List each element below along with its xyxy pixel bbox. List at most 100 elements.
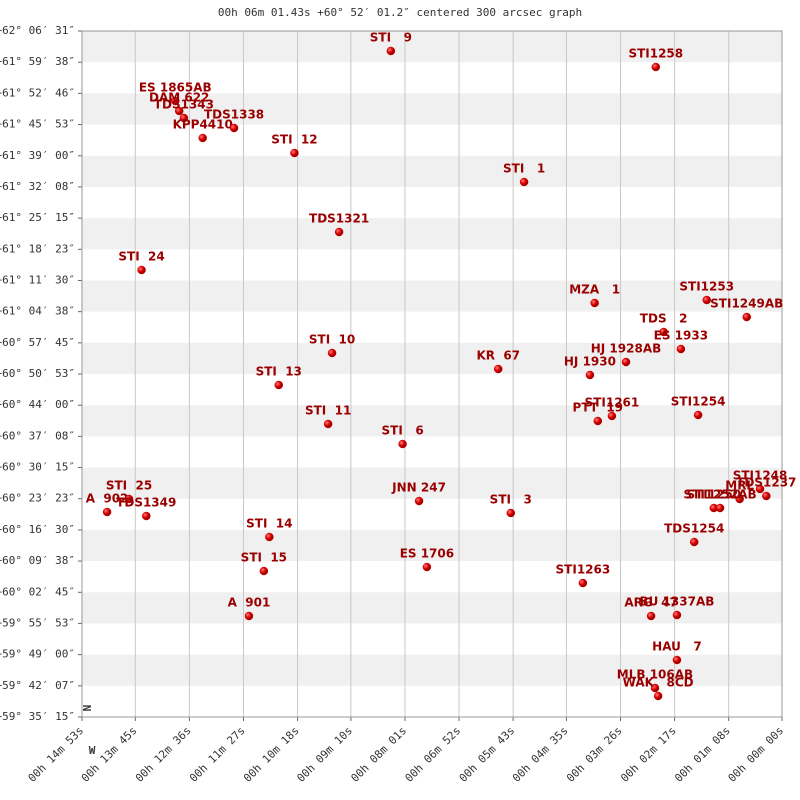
grid-band [82,280,782,312]
star-label: STI 15 [241,551,287,565]
star-label: STI 13 [256,365,302,379]
star-marker [137,265,146,275]
star-marker [702,295,711,305]
star-label: TDS1338 [204,108,264,122]
star-marker [651,62,661,72]
star-label: STI1249AB [710,297,783,311]
star-marker [646,611,656,621]
grid-band [82,93,782,125]
x-tick-label: 00h 03m 26s [564,724,625,785]
star-marker [493,364,503,374]
star-label: STI 24 [118,249,164,263]
star-label: DAM 622 [149,90,209,104]
star-marker [593,416,603,426]
star-label: JNN 247 [391,481,446,495]
star-label: TDS 2 [640,312,688,326]
star-marker [414,496,424,506]
star-marker [650,683,660,693]
star-label: WAK 8CD [623,675,694,689]
star-marker [179,113,189,123]
y-tick-label: +59° 42′ 07″ [0,679,75,692]
star-marker [244,611,254,621]
grid-band [82,654,782,686]
star-marker [755,484,765,494]
star-label: HJ 1928AB [591,342,662,356]
star-marker [653,691,663,701]
y-tick-label: +61° 25′ 15″ [0,211,75,224]
x-tick-label: 00h 01m 08s [672,724,733,785]
y-tick-label: +60° 02′ 45″ [0,585,75,598]
grid-band [82,342,782,374]
compass-west: W [89,744,96,757]
y-tick-label: +60° 09′ 38″ [0,554,75,567]
y-tick-label: +59° 55′ 53″ [0,616,75,629]
y-tick-label: +60° 16′ 30″ [0,523,75,536]
star-label: STI 12 [271,133,317,147]
star-marker [265,532,274,542]
star-label: ARG 47 [624,595,677,609]
star-label: TDS1349 [116,495,176,509]
y-tick-label: +61° 59′ 38″ [0,55,75,68]
star-marker [715,503,725,513]
star-marker [689,537,699,547]
star-marker [229,123,239,133]
y-tick-label: +60° 37′ 08″ [0,429,75,442]
star-label: STI 3 [490,493,532,507]
y-tick-label: +59° 35′ 15″ [0,710,75,723]
star-label: STI1263 [556,563,611,577]
star-marker [323,419,333,429]
star-label: STI 14 [246,517,292,531]
y-tick-label: +60° 23′ 23″ [0,492,75,505]
star-label: STI1253 [679,280,734,294]
x-tick-label: 00h 12m 36s [133,724,194,785]
star-label: MZA 1 [569,282,620,296]
x-tick-label: 00h 02m 17s [618,724,679,785]
star-marker [398,439,407,449]
chart-title: 00h 06m 01.43s +60° 52′ 01.2″ centered 3… [218,6,582,19]
star-marker [386,46,396,56]
star-label: TDS1254 [664,522,724,536]
grid-band [82,405,782,437]
star-label: STI 9 [370,30,412,44]
x-tick-label: 00h 11m 27s [187,724,248,785]
star-label: STI1261 [585,395,640,409]
star-marker [142,511,151,521]
star-label: STI1252AB [684,487,757,501]
y-tick-label: +59° 49′ 00″ [0,648,75,661]
x-tick-label: 00h 04m 35s [510,724,571,785]
star-marker [198,133,207,143]
star-label: STI 11 [305,403,351,417]
star-marker [621,357,631,367]
x-tick-label: 00h 00m 00s [726,724,787,785]
star-marker [171,96,180,106]
y-tick-label: +61° 04′ 38″ [0,305,75,318]
x-tick-label: 00h 06m 52s [403,724,464,785]
star-marker [327,348,337,358]
star-label: STI 10 [309,333,355,347]
star-marker [174,106,184,116]
x-tick-label: 00h 14m 53s [26,724,87,785]
star-marker [259,566,269,576]
star-label: STI1248 [733,469,788,483]
star-label: STI 1 [503,161,545,175]
star-marker [102,507,112,517]
star-label: STI1254 [671,394,726,408]
star-marker [124,494,134,504]
star-marker [585,370,595,380]
star-label: HAU 7 [652,639,702,653]
star-label: HJ 1930 [564,354,616,368]
star-marker [590,298,599,308]
star-label: ES 1865AB [139,81,212,95]
grid-band [82,31,782,63]
star-marker [742,312,751,322]
star-marker [762,491,771,501]
star-marker [290,148,299,158]
x-tick-label: 00h 10m 18s [241,724,302,785]
star-label: ES 1933 [654,329,708,343]
y-tick-label: +61° 45′ 53″ [0,118,75,131]
star-label: STI 25 [106,478,152,492]
star-label: KPP4410 [173,117,233,131]
grid-band [82,592,782,624]
grid-band [82,529,782,562]
star-label: BU 1337AB [640,595,715,609]
